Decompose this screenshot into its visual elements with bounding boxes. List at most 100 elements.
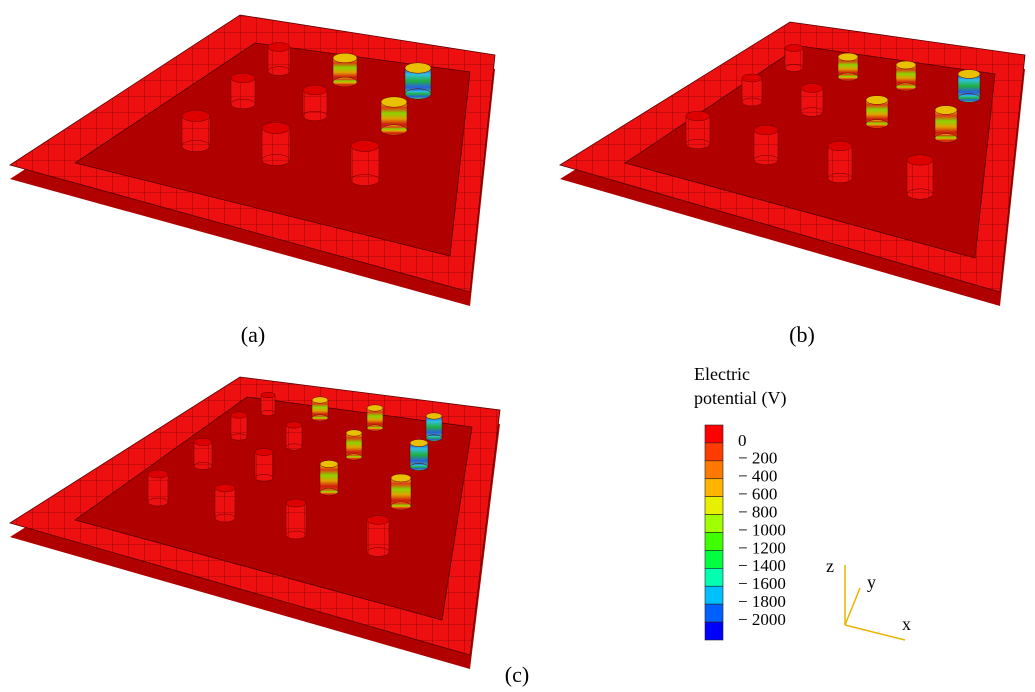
cylinder-base — [742, 98, 762, 106]
triad-line — [845, 588, 860, 625]
triad-label: z — [826, 556, 834, 576]
cylinder-base — [958, 94, 980, 103]
cylinder-top — [268, 43, 290, 52]
cylinder-top — [381, 97, 407, 107]
cylinder — [320, 464, 338, 492]
cylinder-base — [866, 120, 888, 129]
cylinder-base — [391, 502, 411, 510]
cylinder-base — [367, 548, 389, 557]
cylinder-base — [333, 77, 357, 87]
cylinder-top — [346, 430, 362, 436]
cylinder-top — [231, 412, 247, 418]
cylinder — [286, 503, 306, 535]
cylinder-top — [866, 96, 888, 105]
cylinder-base — [801, 108, 823, 117]
cylinder-top — [410, 439, 428, 446]
cylinder-base — [182, 140, 210, 151]
colorbar-band — [705, 586, 723, 604]
cylinder-top — [367, 405, 383, 411]
cylinder-base — [148, 498, 168, 506]
cylinder-top — [231, 73, 255, 83]
colorbar-tick-label: − 2000 — [738, 610, 786, 629]
cylinder-base — [312, 415, 328, 421]
panel-label: (c) — [505, 662, 529, 687]
triad-line — [845, 625, 905, 640]
cylinder-base — [410, 463, 428, 470]
cylinder-top — [215, 484, 235, 492]
colorbar-tick-label: − 800 — [738, 502, 777, 521]
cylinder-base — [828, 173, 852, 183]
colorbar-tick-label: 0 — [738, 431, 747, 450]
figure: (a) (b) (c) Electric potential (V) z y x… — [0, 0, 1035, 692]
colorbar-band — [705, 550, 723, 568]
colorbar-tick-label: − 400 — [738, 467, 777, 486]
cylinder-base — [303, 111, 327, 121]
cylinder-top — [261, 392, 275, 398]
cylinder-base — [686, 139, 710, 149]
panel-label: (b) — [789, 322, 815, 347]
colorbar-band — [705, 622, 723, 640]
cylinder-base — [286, 531, 306, 539]
colorbar-tick-label: − 1600 — [738, 574, 786, 593]
cylinder-base — [754, 155, 778, 165]
cylinder-top — [333, 53, 357, 63]
cylinder-base — [286, 444, 302, 450]
cylinder-top — [148, 470, 168, 478]
cylinder-top — [405, 63, 431, 73]
cylinder-base — [261, 410, 275, 416]
cylinder-top — [391, 474, 411, 482]
triad-label: x — [902, 614, 911, 634]
colorbar-band — [705, 425, 723, 443]
colorbar-tick-label: − 600 — [738, 485, 777, 504]
colorbar-band — [705, 533, 723, 551]
cylinder-base — [231, 434, 247, 440]
cylinder-base — [346, 454, 362, 460]
cylinder-base — [381, 125, 407, 135]
colorbar-band — [705, 604, 723, 622]
colorbar-band — [705, 461, 723, 479]
cylinder-base — [838, 73, 858, 81]
cylinder — [215, 488, 235, 518]
cylinder-top — [286, 499, 306, 507]
colorbar-tick-label: − 1400 — [738, 556, 786, 575]
cylinder-top — [828, 141, 852, 151]
cylinder-top — [320, 460, 338, 467]
colorbar-tick-label: − 1200 — [738, 538, 786, 557]
cylinder-top — [838, 53, 858, 61]
cylinder-top — [742, 74, 762, 82]
cylinder-base — [268, 67, 290, 76]
cylinder-top — [958, 70, 980, 79]
cylinder — [367, 520, 389, 552]
cylinder-top — [351, 140, 379, 151]
cylinder-top — [286, 422, 302, 428]
colorbar-band — [705, 568, 723, 586]
cylinder-top — [754, 125, 778, 135]
cylinder-top — [686, 111, 710, 121]
cylinder-top — [907, 155, 933, 165]
colorbar-tick-label: − 1800 — [738, 592, 786, 611]
panel-label: (a) — [241, 322, 265, 347]
cylinder-base — [194, 462, 212, 469]
triad-label: y — [867, 572, 876, 592]
cylinder-top — [935, 106, 957, 115]
cylinder-top — [367, 516, 389, 525]
cylinder — [255, 452, 273, 478]
cylinder-base — [255, 474, 273, 481]
cylinder-top — [262, 122, 290, 133]
cylinder-top — [896, 61, 916, 69]
colorbar-band — [705, 479, 723, 497]
cylinder-base — [907, 189, 933, 199]
cylinder-base — [785, 64, 803, 71]
cylinder-base — [426, 435, 442, 441]
cylinder-top — [801, 84, 823, 93]
cylinder-top — [303, 85, 327, 95]
cylinder-top — [426, 413, 442, 419]
colorbar-band — [705, 497, 723, 515]
cylinder-top — [194, 438, 212, 445]
cylinder-base — [262, 154, 290, 165]
cylinder-base — [231, 99, 255, 109]
cylinder-base — [215, 514, 235, 522]
cylinder-base — [405, 89, 431, 99]
colorbar-tick-label: − 200 — [738, 449, 777, 468]
cylinder-base — [935, 134, 957, 143]
